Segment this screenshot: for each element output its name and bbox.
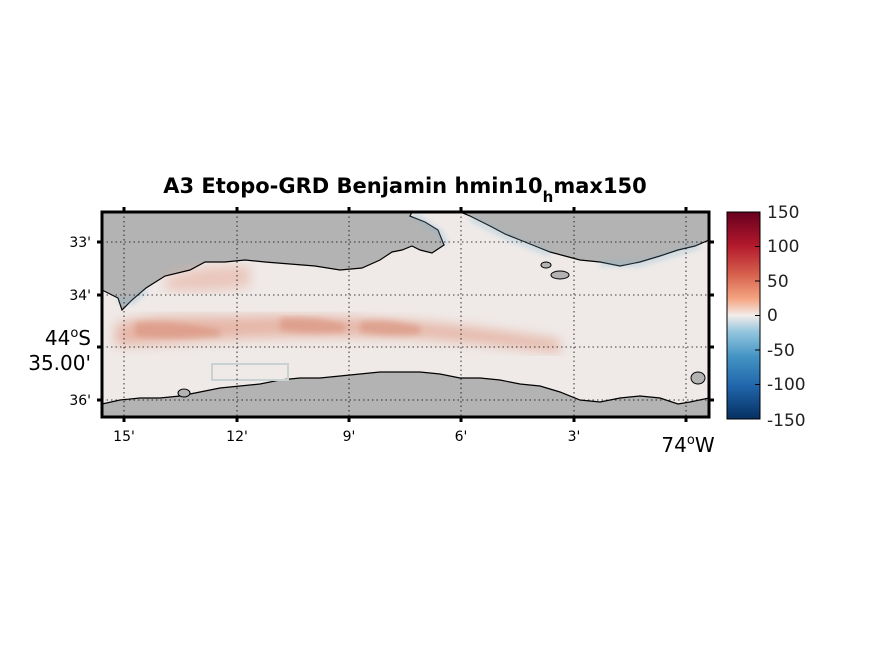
- island: [690, 371, 706, 385]
- island: [540, 261, 552, 269]
- island: [550, 270, 570, 280]
- lon-tick-label: 6': [455, 429, 468, 445]
- positive-anomaly-core: [135, 317, 420, 339]
- map-panel: [102, 212, 709, 417]
- lon-corner-label: 74oW: [661, 433, 714, 457]
- colorbar-ticks: [755, 211, 760, 420]
- lat-tick-label: 34': [69, 288, 91, 304]
- frame-ticks: [97, 207, 714, 422]
- colorbar: [726, 211, 761, 420]
- lat-tick-label: 36': [69, 393, 91, 409]
- lat-corner-minutes: 35.00': [28, 351, 91, 375]
- colorbar-label: -100: [767, 375, 806, 395]
- map-title: A3 Etopo-GRD Benjamin hmin10hmax150: [163, 174, 647, 206]
- lat-tick-label: 33': [69, 235, 91, 251]
- colorbar-label: 100: [767, 237, 799, 257]
- lon-tick-label: 15': [113, 429, 135, 445]
- island: [177, 388, 191, 398]
- lon-tick-label: 3': [568, 429, 581, 445]
- fjord-water: [102, 212, 709, 404]
- map-frame: [100, 210, 711, 419]
- lon-tick-label: 9': [343, 429, 356, 445]
- coastline-north: [102, 212, 709, 312]
- lat-corner-degrees: 44oS: [45, 326, 91, 350]
- colorbar-label: 150: [767, 203, 799, 223]
- shallow-edge-north: [117, 212, 701, 304]
- colorbar-label: -50: [767, 341, 795, 361]
- coastline-south: [102, 371, 709, 405]
- lon-tick-label: 12': [226, 429, 248, 445]
- upper-anomaly: [165, 265, 250, 292]
- colorbar-label: -150: [767, 411, 806, 431]
- grid-artifact: [211, 363, 289, 381]
- colorbar-label: 0: [767, 306, 778, 326]
- positive-anomaly-band: [115, 315, 560, 352]
- colorbar-label: 50: [767, 272, 789, 292]
